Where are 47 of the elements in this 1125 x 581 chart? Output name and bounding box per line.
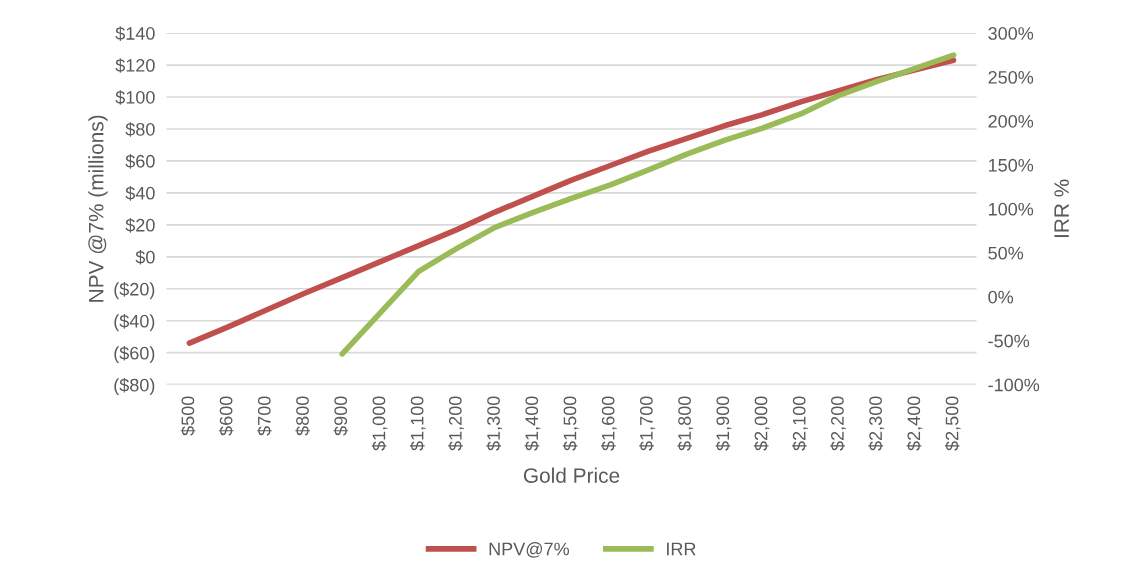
x-tick-label: $900	[333, 396, 349, 436]
x-tick-label: $1,100	[409, 396, 426, 451]
x-tick-label: $600	[218, 396, 234, 436]
x-tick-label: $2,500	[944, 396, 961, 451]
y2-tick-label: 250%	[988, 70, 1034, 84]
y-axis-title: NPV @7% (millions)	[88, 115, 108, 302]
y2-axis-title: IRR %	[1054, 179, 1069, 238]
y2-tick-label: 200%	[988, 114, 1034, 128]
y2-tick-label: 150%	[988, 158, 1034, 172]
x-tick-label: $1,600	[601, 396, 617, 451]
y2-tick-label: -100%	[988, 378, 1040, 392]
legend-label: NPV@7%	[489, 542, 570, 558]
y-tick-label: $80	[125, 122, 155, 137]
x-tick-label: $1,300	[486, 396, 503, 451]
x-tick-label: $700	[257, 396, 272, 436]
y2-tick-label: 100%	[988, 202, 1034, 216]
x-tick-label: $1,500	[562, 396, 579, 451]
y-tick-label: $0	[135, 249, 155, 265]
y2-tick-label: -50%	[988, 334, 1030, 348]
x-tick-label: $2,300	[868, 396, 885, 451]
y-tick-label: $20	[125, 218, 155, 233]
x-axis-title: Gold Price	[523, 467, 620, 483]
x-tick-label: $2,200	[830, 396, 846, 451]
x-tick-label: $1,000	[371, 396, 388, 451]
y-tick-label: ($40)	[114, 314, 155, 332]
x-tick-label: $1,700	[639, 396, 655, 451]
y-tick-label: $60	[125, 154, 155, 169]
x-tick-label: $1,200	[448, 396, 464, 451]
x-tick-label: $800	[295, 396, 310, 436]
y-tick-label: ($80)	[114, 377, 155, 396]
y-tick-label: $100	[115, 90, 155, 105]
y-tick-label: ($60)	[114, 345, 155, 364]
x-tick-label: $500	[180, 396, 196, 436]
x-tick-label: $2,400	[906, 396, 923, 451]
y-tick-label: $140	[115, 26, 155, 41]
y2-tick-label: 0%	[988, 290, 1014, 304]
x-tick-label: $1,900	[715, 396, 732, 451]
y2-tick-label: 300%	[988, 27, 1034, 40]
x-tick-label: $2,100	[792, 396, 808, 451]
y-tick-label: $120	[115, 58, 155, 73]
x-tick-label: $1,400	[524, 396, 541, 451]
y2-tick-label: 50%	[988, 246, 1024, 260]
y-tick-label: $40	[125, 186, 155, 201]
x-tick-label: $1,800	[677, 396, 694, 451]
x-tick-label: $2,000	[753, 396, 770, 451]
y-tick-label: ($20)	[114, 282, 155, 300]
legend-label: IRR	[667, 542, 696, 556]
